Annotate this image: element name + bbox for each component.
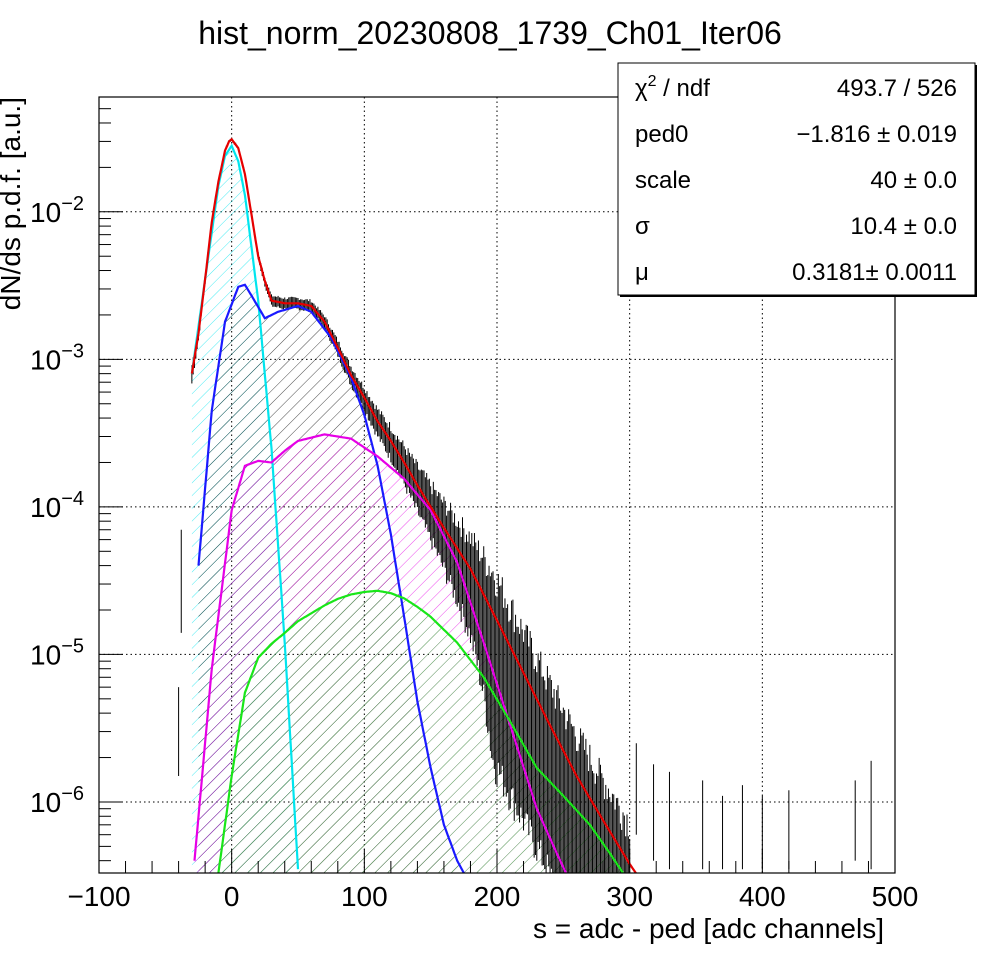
- stats-value: 10.4 ± 0.0: [850, 213, 957, 240]
- fit-curve: [190, 137, 638, 873]
- stats-value: 40 ± 0.0: [870, 167, 957, 194]
- stats-label: σ: [635, 213, 650, 240]
- stats-label: χ2 / ndf: [635, 73, 710, 102]
- x-tick-label: 200: [474, 881, 521, 912]
- x-tick-label: 100: [341, 881, 388, 912]
- stats-value: 493.7 / 526: [837, 75, 957, 102]
- fit-curve: [193, 433, 567, 873]
- chart-title: hist_norm_20230808_1739_Ch01_Iter06: [198, 15, 782, 51]
- stats-value: −1.816 ± 0.019: [796, 121, 957, 148]
- x-tick-label: 500: [872, 881, 919, 912]
- x-tick-label: 300: [606, 881, 653, 912]
- x-tick-label: 0: [224, 881, 240, 912]
- x-tick-label: 400: [739, 881, 786, 912]
- y-tick-label: 10−6: [30, 783, 84, 818]
- fit-curve: [217, 589, 624, 873]
- y-axis-label: dN/ds p.d.f. [a.u.]: [0, 97, 26, 310]
- fit-statistics-box: χ2 / ndf 493.7 / 526 ped0 −1.816 ± 0.019 sca…: [617, 62, 977, 297]
- stats-box-frame: [617, 62, 976, 296]
- y-tick-labels: 10−2 10−3 10−4 10−5 10−6: [30, 193, 84, 818]
- x-axis-label: s = adc - ped [adc channels]: [533, 913, 884, 944]
- y-tick-label: 10−4: [30, 488, 84, 523]
- y-tick-label: 10−2: [30, 193, 84, 228]
- stats-label: scale: [635, 167, 691, 194]
- fit-curves: [190, 137, 638, 873]
- stats-label: μ: [635, 259, 649, 286]
- stats-label: ped0: [635, 121, 688, 148]
- stats-value: 0.3181± 0.0011: [792, 259, 957, 286]
- axis-ticks: [98, 96, 896, 873]
- y-tick-label: 10−5: [30, 635, 84, 670]
- y-tick-label: 10−3: [30, 340, 84, 375]
- x-tick-label: −100: [67, 881, 130, 912]
- fit-curve: [197, 283, 465, 873]
- x-tick-labels: −100 0 100 200 300 400 500: [67, 881, 918, 912]
